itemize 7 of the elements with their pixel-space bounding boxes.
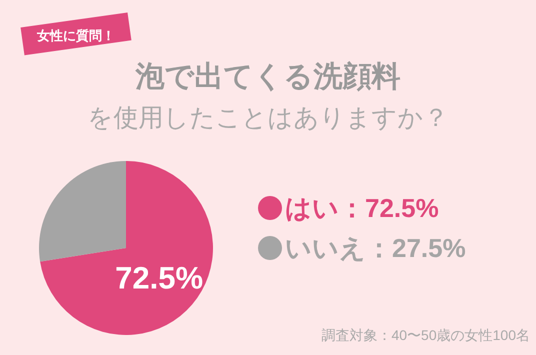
text: 調査対象：40〜50歳の女性100名 xyxy=(321,327,530,343)
chart-subtitle: を使用したことはありますか？ xyxy=(88,104,448,132)
data-label: 72.5% xyxy=(115,260,204,296)
legend-label: いいえ：27.5% xyxy=(285,233,466,263)
legend-label: はい：72.5% xyxy=(285,193,439,223)
chart-title: 泡で出てくる洗顔料 xyxy=(134,61,400,93)
text: 女性に質問！ xyxy=(36,28,115,43)
